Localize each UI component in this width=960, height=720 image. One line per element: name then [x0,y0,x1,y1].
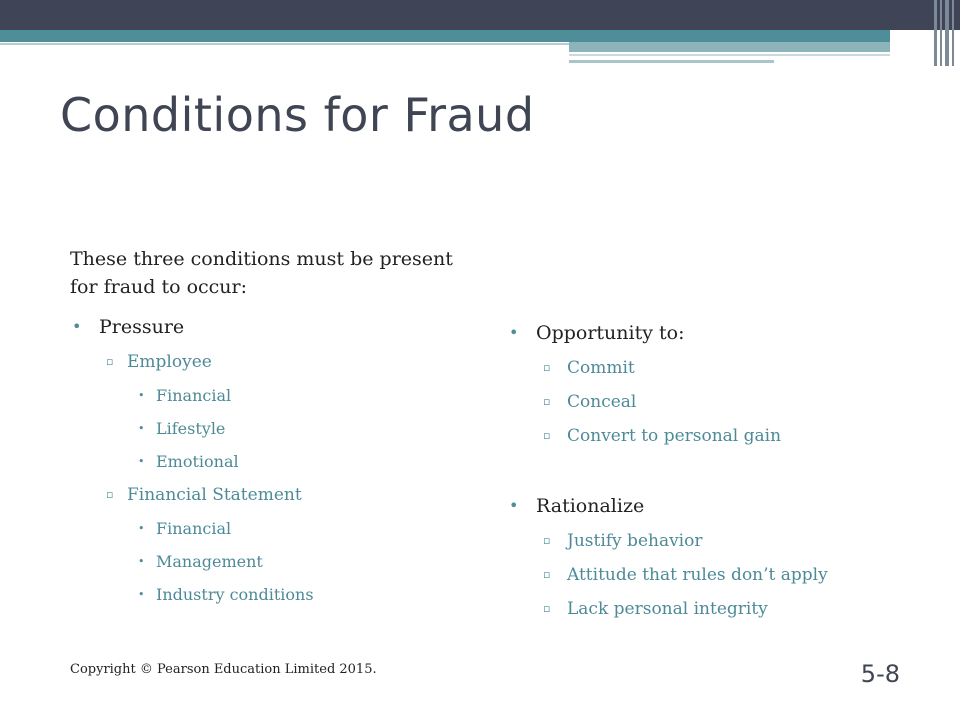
spacer [509,453,828,488]
list-marker: • [138,422,145,435]
list-item: ▫ Conceal [509,385,828,419]
sub-bullet-label: Commit [567,358,635,378]
list-item: ▫ Lack personal integrity [509,592,828,626]
list-item: ▫ Convert to personal gain [509,419,828,453]
list-item: • Financial [72,379,314,412]
sub-bullet-label: Attitude that rules don’t apply [567,565,828,585]
right-column: • Opportunity to: ▫ Commit ▫ Conceal ▫ Conve… [509,315,828,626]
accent-line-tertiary [569,60,774,63]
list-item: • Management [72,545,314,578]
sub-bullet-marker: ▫ [543,429,551,442]
sub-bullet-employee: ▫ Employee [72,345,314,379]
sub-bullet-label: Employee [127,352,212,372]
list-item-label: Emotional [156,452,239,471]
bullet-marker: • [72,317,82,336]
sub-bullet-marker: ▫ [543,395,551,408]
sub-bullet-marker: ▫ [106,355,114,368]
list-item-label: Financial [156,386,232,405]
sub-bullet-marker: ▫ [543,534,551,547]
accent-line-secondary [569,54,890,56]
left-column: • Pressure ▫ Employee • Financial • Lifestyl… [72,309,314,611]
sub-bullet-label: Convert to personal gain [567,426,782,446]
bullet-rationalize: • Rationalize [509,488,828,524]
bullet-label: Opportunity to: [536,322,685,344]
list-marker: • [138,588,145,601]
list-item: • Lifestyle [72,412,314,445]
list-item-label: Lifestyle [156,419,226,438]
sub-bullet-marker: ▫ [543,602,551,615]
sub-bullet-marker: ▫ [543,361,551,374]
bullet-marker: • [509,323,519,342]
list-item: • Industry conditions [72,578,314,611]
bullet-label: Rationalize [536,495,645,517]
copyright-footer: Copyright © Pearson Education Limited 20… [70,662,377,677]
right-corner-stripes [930,0,960,66]
sub-bullet-label: Conceal [567,392,637,412]
teal-accent-bar [0,30,890,42]
list-item-label: Financial [156,519,232,538]
list-item-label: Industry conditions [156,585,314,604]
list-item: ▫ Attitude that rules don’t apply [509,558,828,592]
page-number: 5-8 [860,660,900,688]
bullet-marker: • [509,496,519,515]
list-marker: • [138,555,145,568]
bullet-opportunity: • Opportunity to: [509,315,828,351]
list-item: ▫ Justify behavior [509,524,828,558]
list-item-label: Management [156,552,263,571]
list-marker: • [138,455,145,468]
sub-bullet-financial-statement: ▫ Financial Statement [72,478,314,512]
accent-line [0,43,569,45]
sub-bullet-marker: ▫ [543,568,551,581]
top-decorative-bar [0,0,960,30]
list-marker: • [138,522,145,535]
list-item: • Emotional [72,445,314,478]
sub-bullet-label: Financial Statement [127,485,302,505]
intro-text: These three conditions must be present f… [70,248,453,298]
list-item: • Financial [72,512,314,545]
teal-accent-bar-secondary [569,42,890,52]
bullet-label: Pressure [99,316,185,338]
sub-bullet-marker: ▫ [106,488,114,501]
bullet-pressure: • Pressure [72,309,314,345]
sub-bullet-label: Lack personal integrity [567,599,768,619]
sub-bullet-label: Justify behavior [567,531,703,551]
list-marker: • [138,389,145,402]
slide-title: Conditions for Fraud [60,88,535,142]
list-item: ▫ Commit [509,351,828,385]
